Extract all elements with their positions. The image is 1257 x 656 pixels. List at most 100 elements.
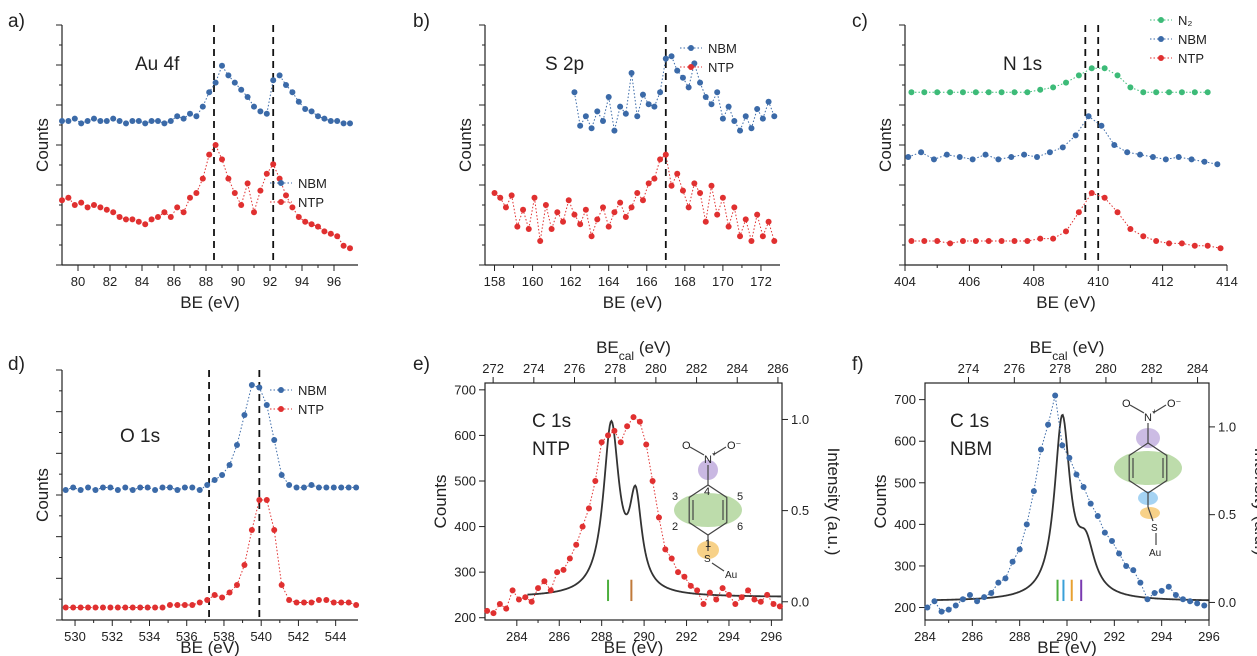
data-point	[338, 484, 345, 491]
x2-title-unit: (eV)	[634, 338, 671, 357]
data-point	[116, 214, 123, 220]
data-point	[605, 94, 612, 100]
data-point	[159, 484, 166, 491]
data-point	[65, 118, 72, 124]
data-point	[600, 118, 606, 124]
data-point	[924, 604, 931, 611]
data-point	[611, 209, 618, 216]
legend-marker	[1158, 36, 1164, 42]
data-point	[334, 233, 341, 240]
data-point	[59, 197, 65, 204]
y-tick-label: 300	[894, 558, 916, 573]
data-point	[579, 523, 586, 530]
series-ntp	[908, 190, 1224, 252]
data-point	[662, 546, 669, 553]
data-point	[700, 601, 707, 608]
data-point	[99, 484, 106, 491]
ring-number: 1	[705, 538, 711, 550]
data-point	[959, 238, 966, 244]
x2-axis-title: BEcal (eV)	[596, 338, 671, 363]
data-point	[645, 180, 652, 187]
data-point	[974, 598, 981, 605]
y-axis-title: Counts	[33, 468, 52, 522]
data-point	[1188, 156, 1195, 163]
data-point	[65, 194, 72, 201]
legend-entry: NTP	[680, 60, 734, 75]
data-point	[585, 505, 592, 512]
data-point	[1059, 144, 1066, 151]
molecule-diagram: N+OO⁻SAu	[1114, 398, 1182, 559]
data-point	[725, 103, 732, 110]
legend-entry: N₂	[1150, 13, 1192, 28]
data-point	[649, 477, 656, 484]
data-point	[719, 194, 726, 201]
panel-annotation: Au 4f	[135, 54, 180, 75]
data-point	[204, 597, 211, 603]
data-point	[765, 98, 772, 105]
data-point	[219, 472, 226, 478]
data-point	[1066, 454, 1073, 461]
data-point	[278, 472, 285, 478]
x-tick-label: 92	[263, 274, 277, 289]
data-point	[1178, 89, 1185, 96]
data-point	[702, 218, 709, 225]
data-point	[85, 604, 92, 611]
data-point	[1201, 158, 1208, 165]
data-point	[144, 604, 151, 611]
data-point	[738, 594, 745, 601]
y-axis-title: Counts	[871, 475, 890, 529]
panel-letter: b)	[413, 11, 430, 32]
data-point	[167, 118, 174, 124]
data-point	[148, 216, 155, 223]
data-point	[988, 589, 995, 596]
data-point	[114, 487, 121, 493]
data-point	[1037, 86, 1044, 93]
data-point	[174, 113, 181, 120]
x-tick-label: 160	[522, 274, 544, 289]
data-point	[697, 190, 704, 196]
series-n₂	[908, 65, 1211, 96]
data-point	[754, 211, 761, 218]
data-point	[85, 484, 92, 491]
data-point	[995, 156, 1002, 163]
y-tick-label: 600	[894, 434, 916, 449]
x2-tick-label: 280	[1095, 361, 1117, 376]
x-axis-title: BE (eV)	[603, 293, 663, 312]
panel-letter: e)	[413, 354, 430, 375]
ring-number: 6	[737, 521, 743, 533]
legend-entry: NBM	[1150, 32, 1207, 47]
data-point	[347, 245, 353, 252]
data-point	[1030, 488, 1037, 495]
data-point	[1127, 226, 1134, 232]
data-point	[330, 484, 337, 491]
data-point	[742, 216, 749, 223]
ring-number: 4	[704, 486, 710, 498]
data-point	[315, 484, 322, 491]
data-point	[502, 204, 509, 211]
data-point	[99, 604, 106, 611]
x2-tick-label: 284	[1187, 361, 1209, 376]
data-point	[159, 604, 166, 611]
data-point	[1011, 238, 1018, 244]
data-point	[92, 487, 99, 493]
data-point	[622, 214, 629, 220]
x2-tick-label: 278	[604, 361, 626, 376]
data-point	[947, 89, 954, 96]
y-tick-label: 400	[454, 519, 476, 534]
atom-o: O	[682, 440, 691, 452]
data-point	[1088, 65, 1095, 72]
data-point	[611, 427, 618, 434]
data-point	[668, 53, 675, 60]
data-point	[276, 72, 283, 79]
data-point	[934, 89, 941, 96]
series-nbm	[571, 53, 778, 134]
data-point	[129, 118, 136, 124]
x-tick-label: 94	[295, 274, 309, 289]
legend-marker	[1158, 55, 1164, 61]
data-point	[598, 439, 605, 446]
panel-b: 158 160 162 164 166 168 170 172 BE (eV) Counts b) S…	[413, 11, 780, 312]
data-point	[981, 594, 988, 601]
x-tick-label: 288	[591, 629, 613, 644]
data-point	[628, 70, 635, 76]
data-point	[77, 487, 84, 493]
